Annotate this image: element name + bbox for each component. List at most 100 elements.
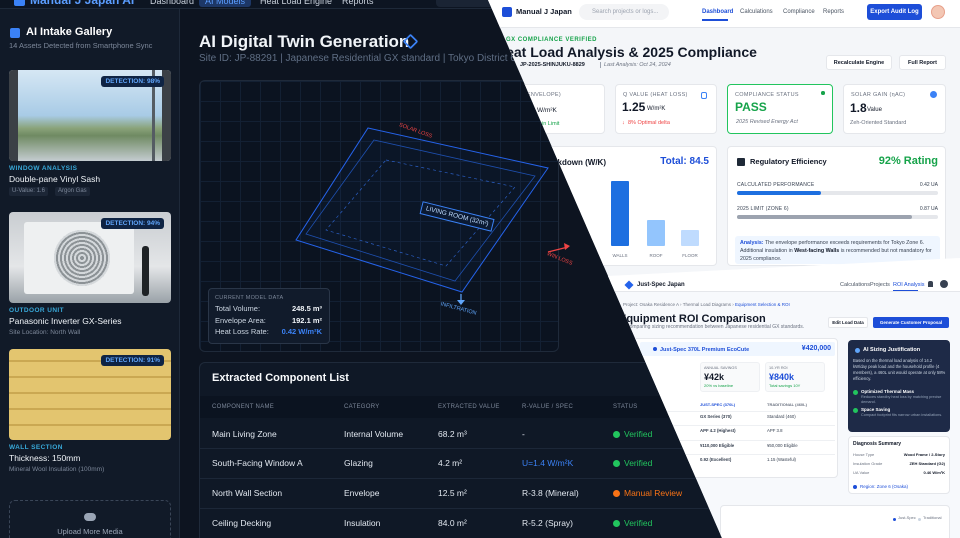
asset-tag: U-Value: 1.6: [9, 187, 48, 196]
progress-fill: [737, 191, 822, 195]
bar: [611, 181, 629, 246]
bell-icon[interactable]: [928, 281, 933, 287]
kpi-label: SOLAR GAIN (ηAC): [851, 92, 906, 98]
chart-card: [720, 505, 950, 538]
diagnosis-region: Region: Zone 6 (Osaka): [860, 484, 909, 489]
savings-note: 20% vs baseline: [704, 383, 734, 388]
savings-label: 10-YR ROI: [769, 366, 788, 370]
action-label[interactable]: Edit Load Data: [832, 320, 864, 325]
search-box[interactable]: [436, 0, 496, 7]
column-header: STATUS: [613, 404, 638, 410]
window-frame: [9, 70, 18, 161]
upload-label[interactable]: Upload More Media: [57, 527, 123, 536]
detection-badge: DETECTION: 94%: [101, 218, 164, 230]
bar-label: WALLS: [612, 253, 628, 258]
kpi-value: 1.25: [622, 100, 646, 114]
nav-item[interactable]: Projects: [870, 282, 890, 288]
gallery-icon: [10, 28, 20, 38]
brand: Just-Spec Japan: [637, 282, 685, 288]
window-frame: [162, 70, 171, 161]
product-band: [640, 342, 835, 356]
column-header: R-VALUE / SPEC: [522, 404, 574, 410]
twin-title: AI Digital Twin Generation: [199, 32, 410, 51]
avatar[interactable]: [931, 5, 945, 19]
analysis-segment: West-facing Walls: [794, 247, 840, 254]
gallery-title: AI Intake Gallery: [26, 26, 113, 38]
detection-badge: DETECTION: 98%: [101, 76, 164, 88]
action-button[interactable]: [899, 55, 946, 70]
table-cell: Internal Volume: [344, 429, 404, 439]
justification-card: [848, 340, 950, 432]
diagnosis-label: House Type: [853, 452, 875, 457]
comparison-cell: APF 4.2 (Highest): [700, 428, 736, 434]
breadcrumb-item[interactable]: Equipment Selection & ROI: [734, 302, 790, 307]
nav-item[interactable]: Dashboard: [702, 9, 734, 15]
legend-label: Just-Spec: [898, 515, 916, 520]
asset-category: WALL SECTION: [9, 444, 63, 451]
nav-item[interactable]: AI Models: [205, 0, 246, 6]
row-divider: [640, 439, 835, 441]
progress-label: CALCULATED PERFORMANCE: [737, 182, 815, 188]
row-divider: [640, 453, 835, 455]
progress-label: 2025 LIMIT (ZONE 6): [737, 206, 789, 212]
comparison-cell: GX Series (370): [700, 414, 732, 419]
nav-item[interactable]: Calculations: [840, 282, 870, 288]
column-header: EXTRACTED VALUE: [438, 404, 500, 410]
model-data-box: [208, 288, 330, 344]
status-icon: [613, 431, 620, 438]
upload-box[interactable]: [9, 500, 171, 538]
logo-icon: [14, 0, 25, 6]
savings-value: ¥42k: [704, 372, 725, 382]
breadcrumb-item[interactable]: Thermal Load Diagrams: [682, 302, 731, 307]
kpi-value: PASS: [735, 100, 767, 114]
asset-category: WINDOW ANALYSIS: [9, 165, 78, 172]
nav-item[interactable]: Reports: [342, 0, 374, 6]
action-button[interactable]: [873, 317, 949, 328]
savings-box: [700, 362, 760, 392]
status-icon: [613, 460, 620, 467]
nav-item[interactable]: Calculations: [740, 9, 773, 15]
kpi-card: [727, 84, 833, 134]
upload-icon: [84, 513, 96, 521]
nav-item[interactable]: Dashboard: [150, 0, 195, 6]
infiltration-arrow-head: [457, 300, 465, 305]
comparison-header: TRADITIONAL (460L): [767, 402, 807, 407]
action-label[interactable]: Generate Customer Proposal: [879, 320, 943, 325]
avatar[interactable]: [940, 280, 948, 288]
nav-item[interactable]: Reports: [823, 9, 845, 15]
nav-item[interactable]: Compliance: [783, 9, 815, 15]
point-icon: [853, 390, 858, 395]
comparison-cell: Standard (460): [767, 414, 796, 419]
nav-item[interactable]: ROI Analysis: [893, 282, 925, 288]
analysis-box: [735, 236, 940, 264]
status-icon: [613, 520, 620, 527]
export-button[interactable]: [867, 4, 922, 20]
brand: Manual J Japan: [516, 7, 572, 16]
kpi-unit: W/m²K: [537, 107, 557, 114]
breadcrumb-item[interactable]: Project: Osaka Residence A: [623, 302, 679, 307]
breadcrumb-separator: ›: [730, 302, 735, 307]
kpi-unit: Value: [867, 107, 882, 113]
asset-detail: Mineral Wool Insulation (100mm): [9, 466, 105, 473]
nav-item[interactable]: Heat Load Engine: [260, 0, 333, 6]
action-label[interactable]: Recalculate Engine: [833, 59, 885, 66]
point-icon: [853, 408, 858, 413]
diagnosis-label: Insulation Grade: [853, 461, 883, 466]
page-title: Heat Load Analysis & 2025 Compliance: [496, 44, 757, 60]
sun-icon: [930, 91, 937, 98]
action-button[interactable]: [826, 55, 892, 70]
table-cell: 12.5 m²: [438, 488, 467, 498]
action-label[interactable]: Full Report: [907, 59, 938, 66]
search-placeholder[interactable]: Search projects or logs...: [592, 9, 659, 15]
model-data-label: Heat Loss Rate:: [215, 327, 269, 336]
search-box[interactable]: [579, 4, 669, 20]
action-button[interactable]: [828, 317, 868, 328]
page-subtitle: Comparing sizing recommendation between …: [626, 324, 805, 330]
point-title: Optimized Thermal Mass: [861, 389, 915, 394]
export-label[interactable]: Export Audit Log: [870, 9, 919, 15]
row-divider: [200, 508, 760, 509]
table-cell: Envelope: [344, 488, 380, 498]
analysis-text: Analysis: The envelope performance excee…: [740, 240, 936, 264]
kpi-card: [843, 84, 946, 134]
